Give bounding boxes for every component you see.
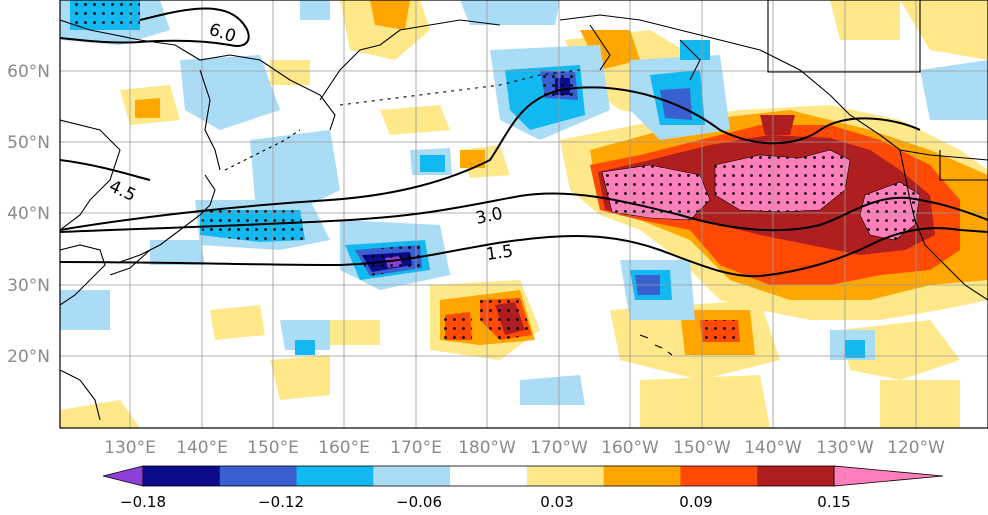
lon-label: 120°W xyxy=(887,438,945,458)
significance-stippling xyxy=(70,0,920,342)
colorbar-extend-low xyxy=(102,465,144,487)
colorbar-tick-label: −0.18 xyxy=(120,493,166,511)
colorbar-tick-labels: −0.18 −0.12 −0.06 0.03 0.09 0.15 xyxy=(120,493,851,511)
map-frame xyxy=(59,0,988,429)
colorbar-tick-label: 0.03 xyxy=(540,493,573,511)
lon-label: 130°E xyxy=(104,438,156,458)
lat-label-40: 40°N xyxy=(7,204,50,224)
colorbar-segment xyxy=(143,466,221,486)
colorbar-segment xyxy=(603,466,681,486)
lon-label: 130°W xyxy=(816,438,874,458)
lon-label: 150°E xyxy=(247,438,299,458)
lon-label: 160°E xyxy=(318,438,370,458)
colorbar-tick-label: 0.09 xyxy=(679,493,712,511)
lat-label-30: 30°N xyxy=(7,276,50,296)
lat-label-50: 50°N xyxy=(7,133,50,153)
colorbar-tick-label: −0.12 xyxy=(258,493,304,511)
map-layers xyxy=(60,0,988,428)
black-contours xyxy=(60,7,988,278)
colorbar-segment xyxy=(757,466,835,486)
coastlines xyxy=(60,0,988,421)
longitude-labels: 130°E 140°E 150°E 160°E 170°E 180°W 170°… xyxy=(104,438,945,458)
lon-label: 140°E xyxy=(176,438,228,458)
colorbar-tick-label: 0.15 xyxy=(817,493,850,511)
colorbar-tick-label: −0.06 xyxy=(396,493,442,511)
colorbar-segment xyxy=(296,466,374,486)
colorbar xyxy=(102,465,944,487)
lon-label: 180°W xyxy=(458,438,516,458)
colorbar-segment xyxy=(373,466,451,486)
lon-label: 160°W xyxy=(601,438,659,458)
lon-label: 150°W xyxy=(673,438,731,458)
colorbar-segment xyxy=(450,466,528,486)
colorbar-segment xyxy=(219,466,298,486)
lon-label: 170°W xyxy=(530,438,588,458)
colorbar-segment xyxy=(680,466,758,486)
lon-label: 170°E xyxy=(390,438,442,458)
lat-label-20: 20°N xyxy=(7,347,50,367)
colorbar-border xyxy=(142,465,835,487)
lat-label-60: 60°N xyxy=(7,62,50,82)
latitude-labels: 60°N 50°N 40°N 30°N 20°N xyxy=(7,62,50,367)
colorbar-extend-high xyxy=(833,465,944,487)
graticule xyxy=(60,0,988,428)
contour-label-1-5: 1.5 xyxy=(485,241,515,265)
colorbar-segment xyxy=(526,466,605,486)
lon-label: 140°W xyxy=(744,438,802,458)
